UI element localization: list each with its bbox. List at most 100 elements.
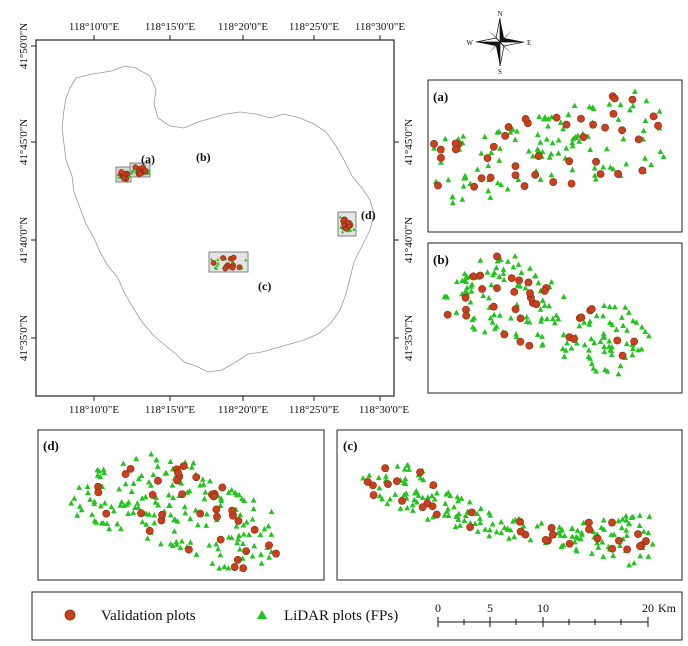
lidar-plot-marker — [477, 519, 484, 526]
lidar-plot-marker — [173, 538, 180, 545]
lidar-plot-marker — [560, 293, 567, 300]
lidar-plot-marker — [167, 458, 174, 465]
lidar-plot-marker — [613, 326, 620, 332]
inset-d: (d) — [37, 429, 325, 581]
lidar-plot-marker — [240, 540, 246, 547]
lidar-plot-marker — [636, 522, 643, 528]
lidar-plot-marker — [531, 273, 538, 279]
validation-plot-marker — [384, 480, 392, 489]
lidar-plot-marker — [117, 502, 124, 508]
lidar-plot-marker — [594, 539, 601, 546]
lidar-plot-marker — [548, 171, 555, 178]
lidar-plot-marker — [379, 495, 386, 502]
validation-plot-marker — [525, 341, 534, 350]
lidar-plot-marker — [454, 513, 461, 520]
lidar-plot-marker — [443, 293, 449, 300]
validation-plot-marker — [507, 274, 516, 282]
lidar-plot-marker — [619, 516, 626, 522]
lidar-plot-marker — [131, 169, 135, 173]
lidar-plot-marker — [629, 351, 636, 358]
validation-plot-marker — [236, 264, 243, 271]
lidar-plot-marker — [217, 551, 224, 558]
lidar-plot-marker — [130, 480, 137, 486]
lidar-plot-marker — [130, 171, 134, 175]
lidar-plot-marker — [590, 528, 597, 535]
lidar-plot-marker — [606, 101, 613, 107]
lidar-plot-marker — [460, 133, 467, 139]
lidar-plot-marker — [539, 341, 546, 347]
lidar-plot-marker — [630, 317, 636, 324]
lidar-plot-marker — [623, 340, 630, 347]
lidar-plot-marker — [586, 103, 593, 110]
lidar-plot-marker — [633, 319, 640, 325]
lidar-plot-marker — [122, 480, 129, 487]
left-tick-label: 41°35'0"N — [18, 315, 30, 361]
validation-plot-marker — [601, 123, 609, 132]
validation-plot-marker — [628, 95, 637, 104]
lidar-plot-marker — [620, 135, 627, 142]
lidar-plot-marker — [261, 525, 268, 532]
lidar-plot-marker — [162, 470, 169, 476]
validation-plot-marker — [585, 518, 593, 527]
lidar-plot-marker — [153, 494, 159, 500]
lidar-plot-marker — [575, 132, 581, 138]
lidar-plot-marker — [187, 515, 194, 522]
legend-frame — [31, 591, 683, 641]
lidar-plot-marker — [536, 113, 543, 120]
lidar-plot-marker — [588, 360, 595, 367]
map-frame — [35, 39, 395, 397]
validation-plot-marker — [210, 260, 217, 266]
lidar-plot-marker — [234, 539, 241, 546]
lidar-plot-marker — [116, 486, 122, 492]
validation-plot-marker — [145, 526, 154, 535]
lidar-plot-marker — [458, 495, 465, 501]
lidar-plot-marker — [474, 510, 481, 517]
north-arrow-icon: N S E W — [466, 10, 531, 76]
validation-plot-marker — [483, 154, 492, 163]
inset-c: (c) — [336, 429, 683, 581]
lidar-plot-marker — [472, 520, 479, 526]
lidar-plot-marker — [573, 340, 580, 346]
lidar-plot-marker — [581, 319, 587, 325]
lidar-plot-marker — [462, 512, 469, 518]
lidar-plot-marker — [213, 541, 220, 547]
validation-plot-marker — [148, 491, 157, 499]
lidar-plot-marker — [487, 314, 494, 321]
lidar-plot-marker — [496, 157, 503, 163]
validation-plot-marker — [618, 126, 626, 135]
lidar-plot-marker — [348, 228, 353, 232]
lidar-plot-marker — [199, 476, 206, 482]
lidar-plot-marker — [480, 292, 487, 299]
lidar-plot-marker — [640, 528, 647, 534]
lidar-plot-marker — [642, 155, 648, 161]
main-map-plots — [116, 164, 356, 272]
lidar-plot-marker — [491, 269, 498, 275]
validation-plot-marker — [477, 174, 486, 183]
lidar-plot-marker — [392, 491, 399, 497]
lidar-plot-marker — [117, 175, 121, 179]
lidar-plot-marker — [415, 492, 422, 498]
validation-plot-marker — [429, 481, 438, 490]
lidar-plot-marker — [463, 278, 470, 284]
lidar-plot-marker — [608, 351, 615, 358]
lidar-plot-marker — [78, 506, 85, 513]
lidar-plot-marker — [246, 531, 252, 537]
lidar-plot-marker — [146, 479, 152, 485]
lidar-plot-marker — [487, 194, 494, 200]
area-label-d: (d) — [361, 208, 376, 222]
validation-plot-marker — [516, 518, 524, 526]
lidar-plot-marker — [500, 270, 507, 276]
lidar-plot-marker — [600, 334, 607, 340]
validation-plot-marker — [462, 311, 471, 320]
validation-plot-marker — [174, 468, 182, 477]
lidar-plot-marker — [366, 472, 373, 478]
lidar-plot-marker — [236, 546, 243, 552]
lidar-plot-marker — [93, 519, 100, 525]
lidar-plot-marker — [451, 503, 457, 510]
lidar-plot-marker — [460, 183, 467, 189]
scale-tick-label: 5 — [487, 601, 493, 615]
lidar-plot-marker — [360, 475, 366, 481]
lidar-plot-marker — [225, 565, 232, 571]
lidar-plot-marker — [548, 150, 555, 157]
lidar-plot-marker — [339, 225, 343, 229]
